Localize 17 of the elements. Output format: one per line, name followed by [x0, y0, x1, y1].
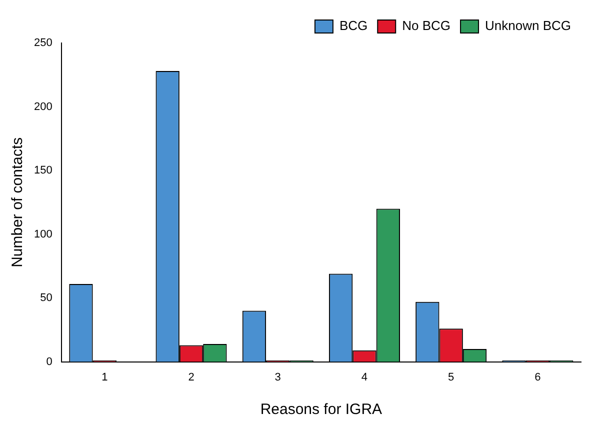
y-tick-label: 250 — [34, 37, 52, 50]
x-axis-title: Reasons for IGRA — [260, 401, 382, 418]
x-tick-label: 5 — [448, 371, 454, 384]
x-tick-label: 4 — [361, 371, 368, 384]
x-tick-label: 1 — [102, 371, 108, 384]
legend-label: No BCG — [402, 18, 451, 34]
x-tick-label: 6 — [534, 371, 541, 384]
y-tick-label: 150 — [34, 164, 52, 177]
y-tick-label: 50 — [40, 292, 52, 304]
legend-label: Unknown BCG — [485, 18, 572, 34]
y-tick-label: 200 — [34, 100, 52, 113]
y-axis-title: Number of contacts — [9, 137, 26, 268]
x-tick-label: 3 — [274, 371, 281, 384]
y-tick-label: 0 — [46, 356, 52, 368]
y-tick-label: 100 — [34, 228, 52, 240]
legend-label: BCG — [339, 18, 368, 34]
x-tick-label: 2 — [188, 371, 194, 384]
